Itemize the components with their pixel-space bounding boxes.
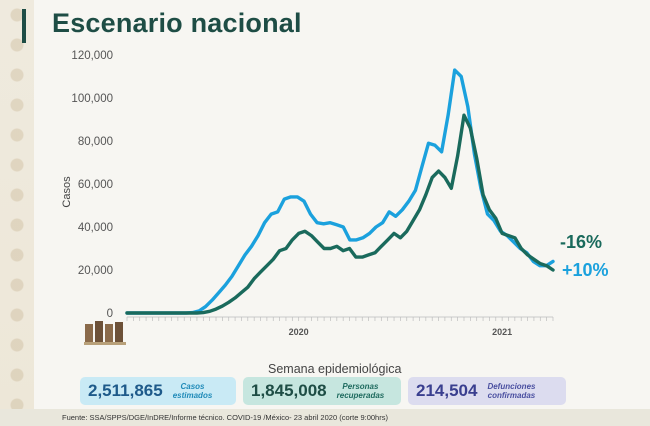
line-chart: 020,00040,00060,00080,000100,000120,000 … bbox=[61, 50, 609, 337]
title-accent-bar bbox=[22, 9, 26, 43]
y-axis: 0 20,000 40,000 60,000 80,000 100,000 120,000 bbox=[71, 50, 113, 320]
stat-label: Personas recuperadas bbox=[336, 382, 385, 400]
page-title: Escenario nacional bbox=[52, 8, 302, 38]
stat-label: Casos estimados bbox=[172, 382, 213, 400]
series-line-light bbox=[125, 68, 555, 315]
institution-logos bbox=[84, 321, 126, 345]
y-tick-label: 40,000 bbox=[78, 222, 113, 234]
y-tick-label: 100,000 bbox=[71, 93, 113, 105]
stat-recovered: 1,845,008 Personas recuperadas bbox=[243, 377, 401, 405]
x-year-label: 2021 bbox=[492, 327, 512, 337]
x-axis-title: Semana epidemiológica bbox=[268, 362, 402, 376]
x-year-label: 2020 bbox=[289, 327, 309, 337]
series-lines bbox=[125, 68, 555, 315]
decorative-border bbox=[0, 0, 34, 426]
y-tick-label: 0 bbox=[107, 308, 113, 320]
source-footnote: Fuente: SSA/SPPS/DGE/InDRE/Informe técni… bbox=[0, 409, 650, 426]
y-tick-label: 80,000 bbox=[78, 136, 113, 148]
stat-label: Defunciones confirmadas bbox=[487, 382, 536, 400]
stat-deaths: 214,504 Defunciones confirmadas bbox=[408, 377, 566, 405]
y-tick-label: 120,000 bbox=[71, 50, 113, 62]
series-line-dark bbox=[125, 113, 555, 315]
y-tick-label: 60,000 bbox=[78, 179, 113, 191]
stat-value: 214,504 bbox=[416, 381, 478, 400]
y-axis-title: Casos bbox=[61, 176, 73, 208]
y-tick-label: 20,000 bbox=[78, 265, 113, 277]
x-axis: 2020 2021 bbox=[126, 316, 554, 337]
stat-cases-estimated: 2,511,865 Casos estimados bbox=[80, 377, 236, 405]
annotation-up: +10% bbox=[562, 260, 609, 280]
stat-value: 1,845,008 bbox=[251, 381, 327, 400]
stat-value: 2,511,865 bbox=[88, 381, 163, 400]
annotation-down: -16% bbox=[560, 232, 602, 252]
